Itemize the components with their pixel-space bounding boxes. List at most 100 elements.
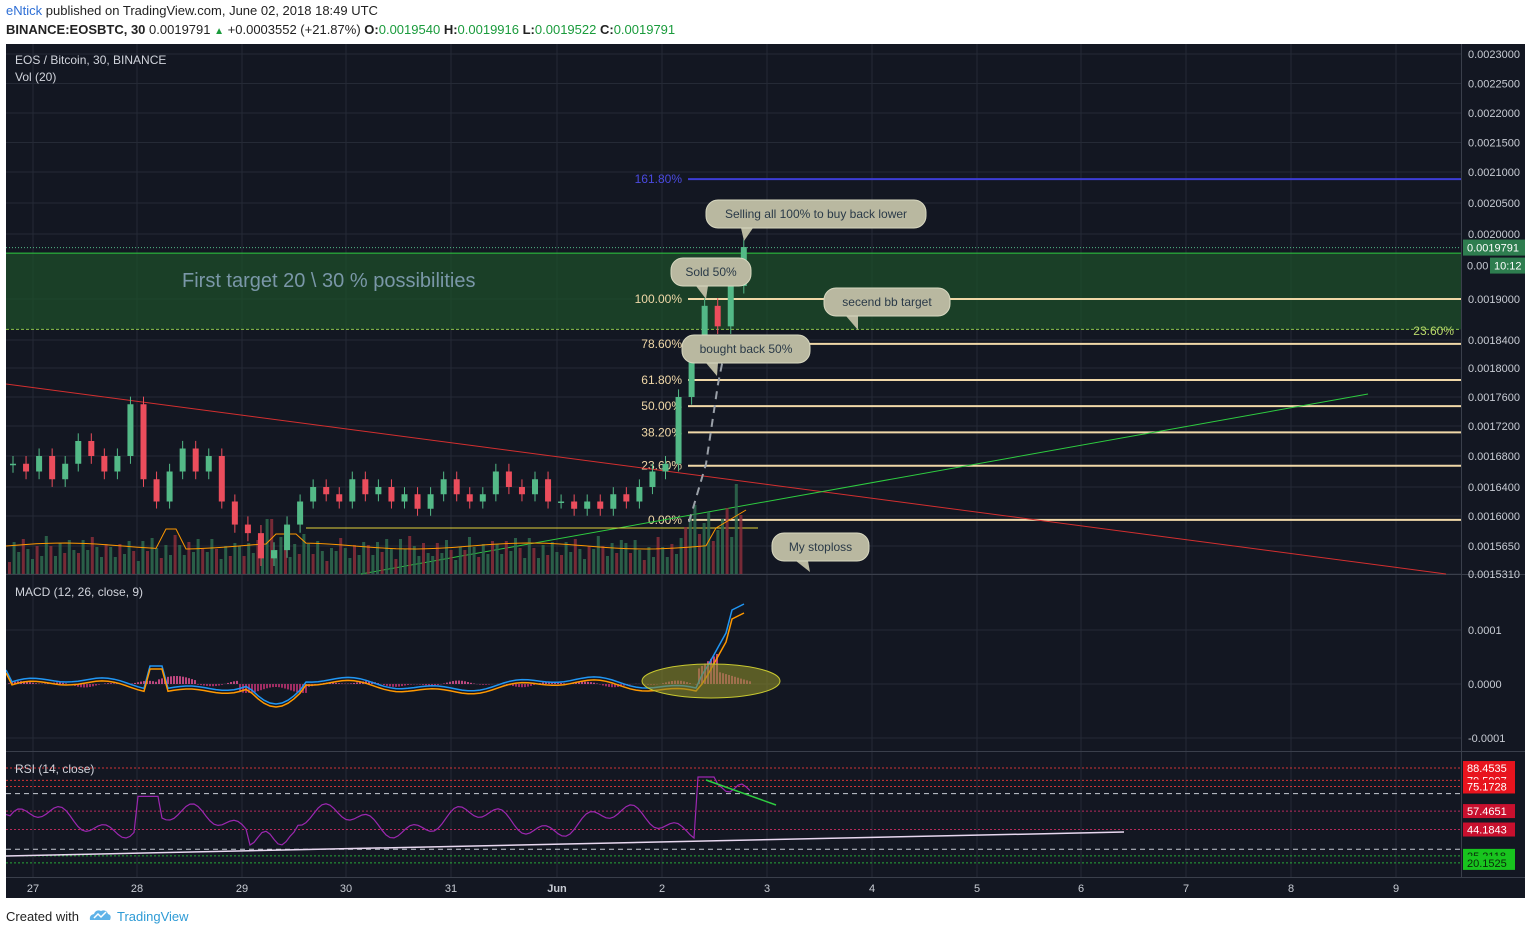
macd-histogram-bar	[554, 682, 556, 684]
volume-bar	[339, 538, 343, 574]
volume-bar	[72, 550, 76, 574]
fib-level-label: 161.80%	[635, 172, 683, 186]
callout-bubble[interactable]	[823, 287, 951, 317]
macd-histogram-bar	[14, 681, 16, 684]
macd-histogram-bar	[338, 683, 340, 684]
projection-dashed-line	[688, 343, 727, 523]
macd-histogram-bar	[185, 677, 187, 684]
volume-bar	[463, 550, 467, 574]
volume-bar	[201, 549, 205, 574]
candle-body	[610, 494, 617, 509]
macd-histogram-bar	[548, 681, 550, 684]
volume-bar	[514, 538, 517, 574]
x-tick-label: 27	[27, 883, 39, 895]
macd-histogram-bar	[560, 683, 562, 684]
macd-histogram-bar	[188, 678, 190, 684]
macd-histogram-bar	[419, 684, 421, 685]
macd-histogram-bar	[386, 684, 388, 686]
rsi-line	[6, 776, 751, 846]
candle-body	[192, 448, 199, 472]
footer: Created with TradingView	[0, 898, 1531, 934]
chart-area[interactable]: 27 28 29 30 31 Jun 2 3 4 5 6 7 8 9 First target 20 \ 3…	[6, 44, 1525, 898]
macd-axis-label: 0.0001	[1468, 625, 1502, 637]
callout-bubble[interactable]	[771, 532, 870, 562]
volume-bar	[376, 542, 379, 574]
price-axis-label: 0.0022500	[1468, 79, 1520, 91]
x-tick-label: 9	[1393, 883, 1399, 895]
open-label: O:	[364, 22, 379, 37]
volume-bar	[716, 530, 720, 574]
volume-bar	[661, 547, 665, 574]
volume-bar	[610, 543, 614, 574]
callout-bubble[interactable]	[705, 199, 927, 229]
volume-bar	[182, 555, 186, 574]
tradingview-cloud-icon[interactable]	[88, 907, 112, 923]
macd-histogram-bar	[269, 684, 271, 688]
macd-histogram-bar	[32, 682, 34, 684]
macd-histogram-bar	[161, 678, 163, 684]
rsi-pane-title: RSI (14, close)	[15, 762, 94, 776]
low-label: L:	[522, 22, 535, 37]
macd-histogram-bar	[65, 683, 67, 684]
macd-histogram-bar	[356, 682, 358, 684]
macd-histogram-bar	[401, 684, 403, 687]
macd-histogram-bar	[98, 684, 100, 685]
macd-histogram-bar	[479, 684, 481, 685]
macd-histogram-bar	[530, 684, 532, 686]
price-axis-label: 0.0018000	[1468, 363, 1520, 375]
macd-histogram-bar	[458, 680, 460, 684]
candle-body	[401, 494, 408, 502]
macd-histogram-bar	[542, 682, 544, 684]
volume-bar	[35, 546, 39, 574]
macd-histogram-bar	[404, 684, 406, 686]
macd-histogram-bar	[173, 676, 175, 684]
volume-bar	[293, 544, 297, 574]
volume-bar	[12, 542, 16, 574]
callout-text: bought back 50%	[700, 342, 793, 356]
close-label: C:	[599, 22, 614, 37]
price-axis-label: 0.0021000	[1468, 167, 1520, 179]
candle-body	[231, 501, 238, 525]
rsi-level-label: 75.1728	[1467, 781, 1507, 793]
volume-bar	[527, 538, 531, 574]
macd-histogram-bar	[515, 684, 517, 687]
volume-bar	[458, 547, 462, 574]
candle-body	[532, 479, 538, 495]
candle-body	[636, 487, 643, 502]
volume-bar	[44, 536, 48, 574]
tradingview-link[interactable]: TradingView	[117, 909, 189, 924]
volume-bar	[215, 549, 218, 574]
macd-histogram-bar	[410, 684, 412, 685]
volume-bar	[279, 537, 283, 574]
macd-histogram-bar	[35, 683, 37, 684]
macd-histogram-bar	[215, 684, 217, 687]
macd-histogram-bar	[137, 682, 139, 684]
callout-bubble[interactable]	[681, 334, 811, 364]
callout-bubble[interactable]	[670, 257, 752, 287]
macd-histogram-bar	[8, 683, 10, 684]
macd-histogram-bar	[140, 681, 142, 684]
zone-text: First target 20 \ 30 % possibilities	[182, 270, 475, 292]
macd-histogram-bar	[209, 684, 211, 687]
volume-bar	[587, 546, 591, 574]
candle-body	[153, 479, 160, 502]
macd-histogram-bar	[296, 684, 298, 693]
partial-price-label: 0.00	[1467, 261, 1488, 273]
callout-text: Sold 50%	[685, 265, 737, 279]
x-tick-label: 30	[340, 883, 352, 895]
volume-bar	[136, 561, 140, 574]
volume-bar	[629, 553, 632, 574]
chart-canvas[interactable]: 27 28 29 30 31 Jun 2 3 4 5 6 7 8 9 First target 20 \ 3…	[6, 44, 1525, 898]
candle-body	[414, 494, 421, 509]
macd-histogram-bar	[464, 681, 466, 684]
volume-bar	[251, 553, 255, 574]
author-link[interactable]: eNtick	[6, 3, 43, 18]
macd-histogram-bar	[590, 682, 592, 684]
volume-bar	[679, 538, 683, 574]
fib-level-label: 50.00%	[641, 399, 682, 413]
x-tick-label: 6	[1078, 883, 1084, 895]
candle-body	[179, 448, 186, 472]
volume-bar	[431, 556, 435, 574]
volume-bar	[592, 549, 596, 574]
volume-bar	[219, 559, 223, 574]
